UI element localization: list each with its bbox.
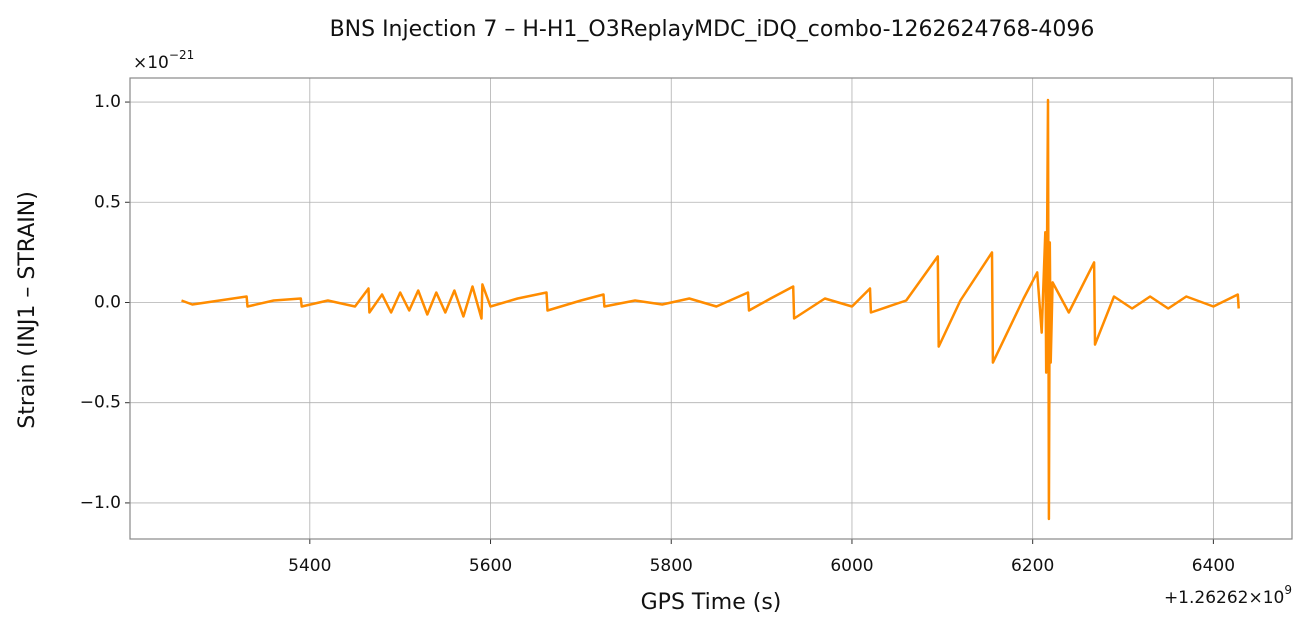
series-line [181, 98, 1240, 521]
offset-exponent: 9 [1284, 583, 1292, 597]
chart-title: BNS Injection 7 – H-H1_O3ReplayMDC_iDQ_c… [330, 17, 1095, 42]
y-tick-label: 0.0 [94, 292, 121, 312]
x-axis-label: GPS Time (s) [641, 590, 782, 615]
y-multiplier: ×10−21 [133, 48, 194, 74]
x-tick-label: 5600 [469, 556, 512, 576]
plot-frame [129, 77, 1293, 540]
multiplier-exponent: −21 [169, 48, 194, 62]
y-tick-label: 1.0 [94, 92, 121, 112]
y-axis-label: Strain (INJ1 – STRAIN) [15, 191, 40, 429]
y-tick-label: 0.5 [94, 192, 121, 212]
y-tick-label: −0.5 [80, 393, 121, 413]
x-tick-label: 6200 [1011, 556, 1054, 576]
y-tick-label: −1.0 [80, 493, 121, 513]
x-tick-label: 5400 [288, 556, 331, 576]
multiplier-base: ×10 [133, 53, 169, 73]
x-tick-label: 6400 [1192, 556, 1235, 576]
x-tick-label: 5800 [650, 556, 693, 576]
x-offset: +1.26262×109 [1164, 583, 1292, 609]
x-tick-label: 6000 [830, 556, 873, 576]
offset-base: +1.26262×10 [1164, 588, 1284, 608]
